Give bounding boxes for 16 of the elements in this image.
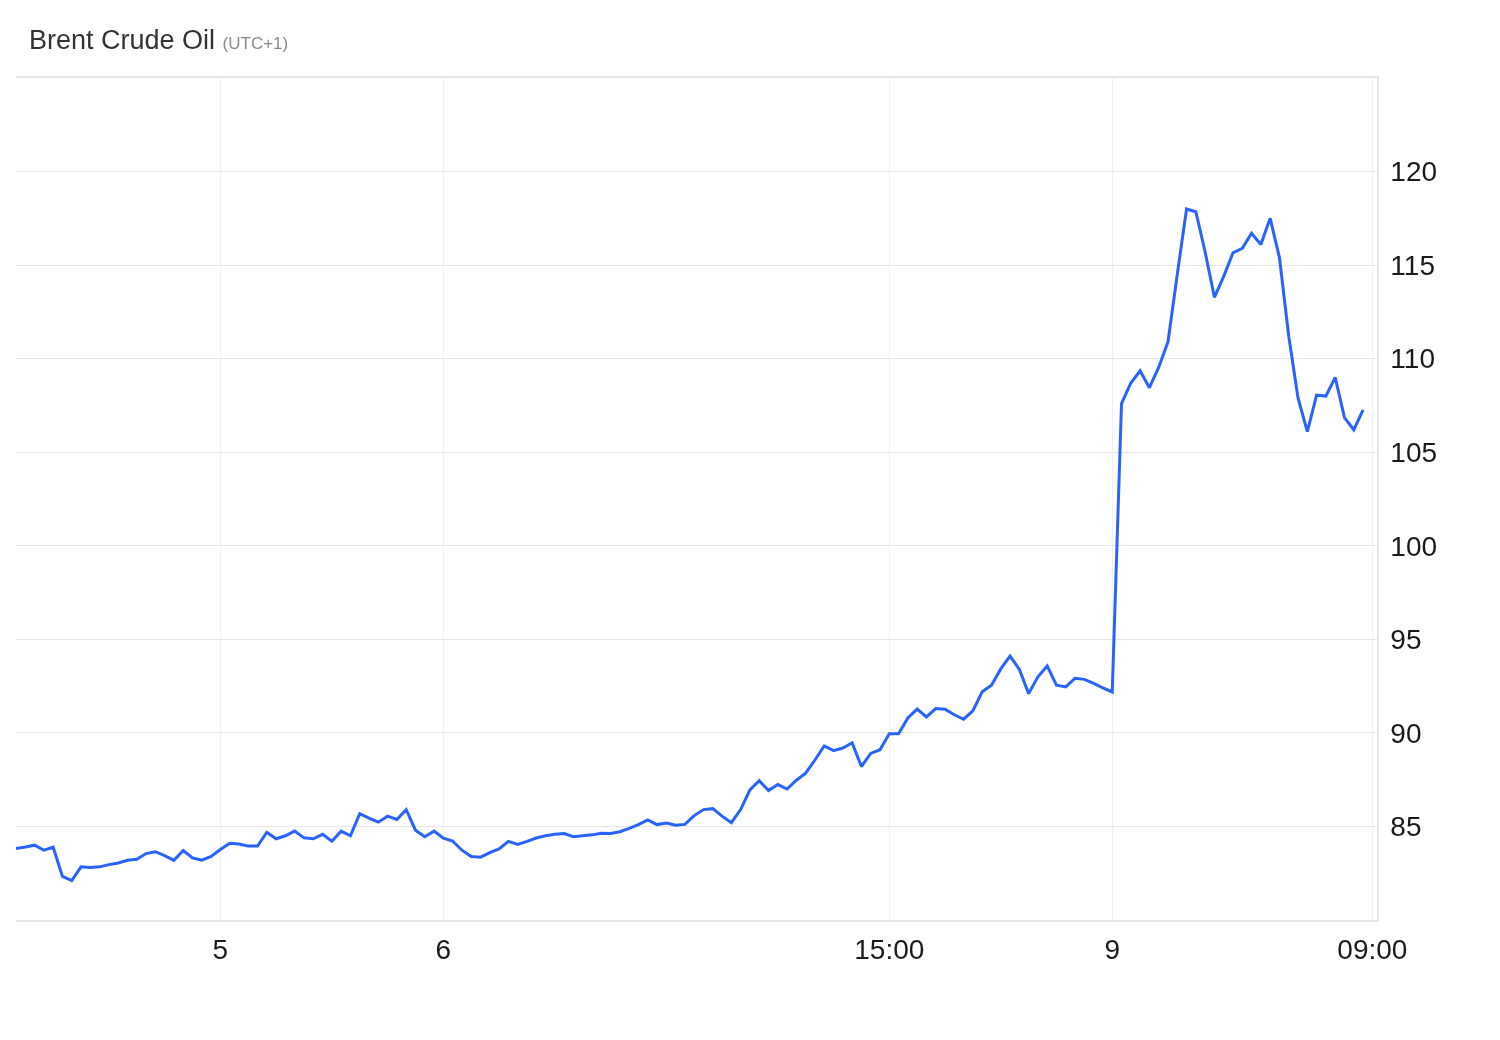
y-tick-label: 110 (1390, 343, 1435, 375)
y-tick-label: 115 (1390, 249, 1435, 281)
chart-subtitle: (UTC+1) (222, 33, 289, 53)
y-tick-label: 85 (1390, 811, 1422, 843)
chart-title: Brent Crude Oil (29, 24, 216, 55)
y-tick-label: 90 (1390, 717, 1422, 749)
y-tick-label: 105 (1390, 437, 1438, 469)
x-tick-label: 9 (1104, 934, 1121, 966)
y-tick-label: 95 (1390, 624, 1422, 656)
x-tick-label: 6 (435, 934, 452, 966)
x-tick-label: 09:00 (1337, 934, 1408, 966)
x-tick-label: 5 (212, 934, 229, 966)
y-tick-label: 100 (1390, 530, 1438, 562)
y-tick-label: 120 (1390, 156, 1438, 188)
line-series (16, 207, 1365, 883)
x-tick-label: 15:00 (854, 934, 925, 966)
